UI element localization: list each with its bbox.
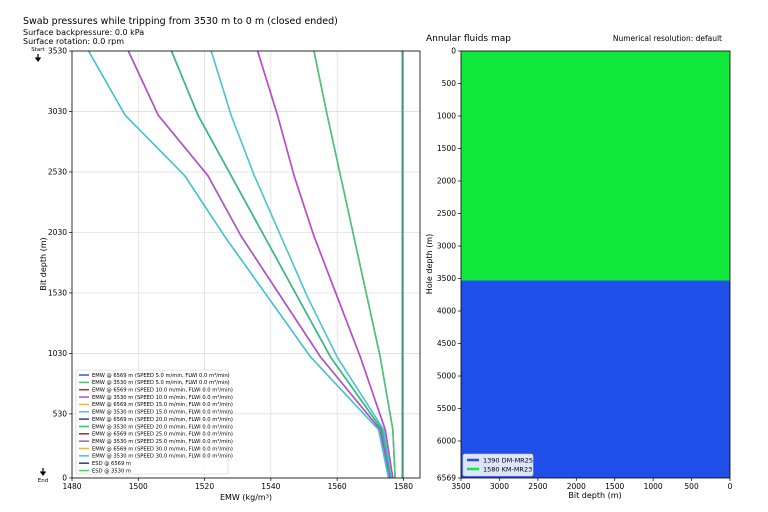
right-x-axis-label: Bit depth (m) (568, 491, 621, 500)
left-x-tick-label: 1520 (195, 482, 214, 491)
left-series-line-2 (313, 51, 396, 478)
right-fluid-bands (461, 51, 730, 478)
right-y-tick-label: 6000 (437, 437, 456, 446)
right-y-tick-label: 1000 (437, 112, 456, 121)
right-y-ticks: 0 500 1000 1500 2000 2500 3000 3500 4000 4500 5000… (437, 47, 461, 483)
left-legend-label: EMW @ 6569 m (SPEED 10.0 m/min, FLWI 0.0… (92, 388, 233, 394)
left-series-line-8 (170, 51, 391, 478)
numerical-resolution-text: Numerical resolution: default (613, 34, 722, 43)
left-y-tick-label: 0 (62, 474, 67, 483)
left-legend-label: EMW @ 3530 m (SPEED 10.0 m/min, FLWI 0.0… (92, 395, 233, 401)
left-series-line-12 (87, 51, 390, 478)
right-y-tick-label: 4500 (437, 339, 456, 348)
right-x-tick-label: 0 (728, 482, 733, 491)
right-y-tick-label: 6569 (437, 474, 456, 483)
right-x-tick-label: 2000 (567, 482, 586, 491)
left-x-tick-label: 1560 (328, 482, 347, 491)
left-legend: EMW @ 6569 m (SPEED 5.0 m/min, FLWI 0.0 … (75, 369, 233, 475)
left-legend-label: EMW @ 3530 m (SPEED 20.0 m/min, FLWI 0.0… (92, 424, 233, 430)
left-series-line-10 (127, 51, 391, 478)
right-chart-title: Annular fluids map (426, 34, 511, 44)
left-x-axis-label: EMW (kg/m³) (220, 493, 272, 502)
left-chart-subtitle-1: Surface backpressure: 0.0 kPa (23, 28, 144, 37)
left-x-ticks: 1480 1500 1520 1540 1560 1580 (62, 478, 413, 491)
left-y-tick-label: 2030 (48, 228, 67, 237)
left-y-axis-label: Bit depth (m) (39, 237, 48, 290)
left-series-group (87, 51, 404, 478)
left-y-tick-label: 2530 (48, 168, 67, 177)
right-y-tick-label: 3000 (437, 242, 456, 251)
right-y-tick-label: 500 (442, 79, 457, 88)
left-legend-label: ESD @ 6569 m (92, 461, 131, 467)
left-legend-label: EMW @ 6569 m (SPEED 30.0 m/min, FLWI 0.0… (92, 446, 233, 452)
left-legend-label: EMW @ 6569 m (SPEED 5.0 m/min, FLWI 0.0 … (92, 373, 230, 379)
end-arrow-icon (40, 468, 46, 477)
left-legend-label: EMW @ 3530 m (SPEED 15.0 m/min, FLWI 0.0… (92, 410, 233, 416)
right-y-tick-label: 4000 (437, 307, 456, 316)
left-y-tick-label: 1030 (48, 349, 67, 358)
right-x-tick-label: 3000 (490, 482, 509, 491)
left-x-tick-label: 1480 (62, 482, 81, 491)
left-x-tick-label: 1500 (129, 482, 148, 491)
left-y-tick-label: 1530 (48, 289, 67, 298)
right-y-tick-label: 5500 (437, 404, 456, 413)
left-x-tick-label: 1540 (261, 482, 280, 491)
right-y-tick-label: 2000 (437, 177, 456, 186)
left-y-ticks: 3530 3030 2530 2030 1530 1030 530 0 (48, 47, 72, 483)
left-legend-label: EMW @ 3530 m (SPEED 30.0 m/min, FLWI 0.0… (92, 454, 233, 460)
left-legend-label: EMW @ 3530 m (SPEED 5.0 m/min, FLWI 0.0 … (92, 380, 230, 386)
left-y-tick-label: 3530 (48, 47, 67, 56)
right-y-tick-label: 0 (451, 47, 456, 56)
left-y-tick-label: 530 (53, 410, 68, 419)
left-legend-box (75, 369, 229, 475)
right-y-axis-label: Hole depth (m) (425, 234, 434, 294)
right-x-tick-label: 2500 (528, 482, 547, 491)
left-chart-title: Swab pressures while tripping from 3530 … (23, 16, 338, 27)
left-series-line-4 (256, 51, 394, 478)
start-marker-label: Start (31, 47, 45, 53)
fluid-band-1 (461, 280, 730, 478)
start-arrow-icon (35, 54, 41, 63)
right-y-tick-label: 1500 (437, 144, 456, 153)
fluid-band-2 (461, 51, 730, 281)
right-y-tick-label: 5000 (437, 372, 456, 381)
right-x-tick-label: 1000 (644, 482, 663, 491)
left-series-line-6 (210, 51, 392, 478)
end-marker-label: End (38, 478, 48, 484)
right-x-tick-label: 3500 (451, 482, 470, 491)
left-legend-label: EMW @ 6569 m (SPEED 20.0 m/min, FLWI 0.0… (92, 417, 233, 423)
right-y-tick-label: 3500 (437, 274, 456, 283)
right-x-ticks: 3500 3000 2500 2000 1500 1000 500 0 (451, 478, 733, 491)
left-legend-label: ESD @ 3530 m (92, 468, 131, 474)
right-legend-box (462, 453, 534, 477)
left-legend-label: EMW @ 3530 m (SPEED 25.0 m/min, FLWI 0.0… (92, 439, 233, 445)
right-plot-frame (460, 50, 731, 479)
left-y-tick-label: 3030 (48, 107, 67, 116)
left-legend-label: EMW @ 6569 m (SPEED 15.0 m/min, FLWI 0.0… (92, 402, 233, 408)
left-plot-frame (71, 50, 421, 479)
right-x-tick-label: 1500 (605, 482, 624, 491)
left-x-tick-label: 1580 (394, 482, 413, 491)
left-legend-label: EMW @ 6569 m (SPEED 25.0 m/min, FLWI 0.0… (92, 432, 233, 438)
right-y-tick-label: 2500 (437, 209, 456, 218)
left-chart-subtitle-2: Surface rotation: 0.0 rpm (23, 37, 124, 46)
right-legend-label: 1390 DM-MR25 (483, 456, 533, 464)
right-x-tick-label: 500 (684, 482, 699, 491)
right-legend-label: 1580 KM-MR23 (483, 465, 532, 473)
